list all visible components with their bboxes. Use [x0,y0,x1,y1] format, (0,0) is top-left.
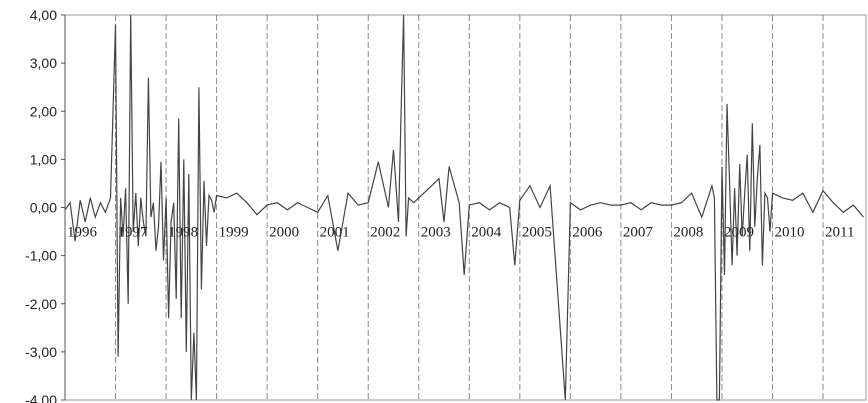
y-tick-label: -3,00 [25,344,57,360]
year-label: 2002 [370,225,400,241]
series-line [64,14,864,401]
y-tick-label: -2,00 [25,296,57,312]
y-tick-label: 0,00 [30,200,57,216]
year-label: 1996 [67,225,98,241]
year-label: 2011 [825,225,854,241]
year-label: 2005 [522,225,552,241]
year-label: 1997 [118,225,149,241]
year-label: 2004 [471,225,502,241]
year-label: 2003 [421,225,451,241]
year-label: 2001 [320,225,350,241]
series-group [64,14,864,401]
year-label: 1998 [168,225,198,241]
x-axis-year-labels: 1996 1997 1998 1999 2000 2001 2002 2003 2004 2005… [67,225,854,241]
y-tick-label: 1,00 [30,151,57,167]
year-label: 2007 [623,225,654,241]
y-tick-label: -1,00 [25,248,57,264]
year-label: 1999 [219,225,249,241]
year-label: 2008 [673,225,703,241]
year-label: 2000 [269,225,299,241]
y-tick-label: -4,00 [25,392,57,403]
year-label: 2010 [775,225,805,241]
year-label: 2006 [572,225,603,241]
y-axis: 4,00 3,00 2,00 1,00 0,00 -1,00 -2,00 -3,00 -4,00 [25,7,66,403]
year-label: 2009 [724,225,754,241]
plot-frame [64,14,867,401]
y-tick-label: 2,00 [30,103,57,119]
y-tick-label: 4,00 [30,7,57,23]
y-tick-label: 3,00 [30,55,57,71]
